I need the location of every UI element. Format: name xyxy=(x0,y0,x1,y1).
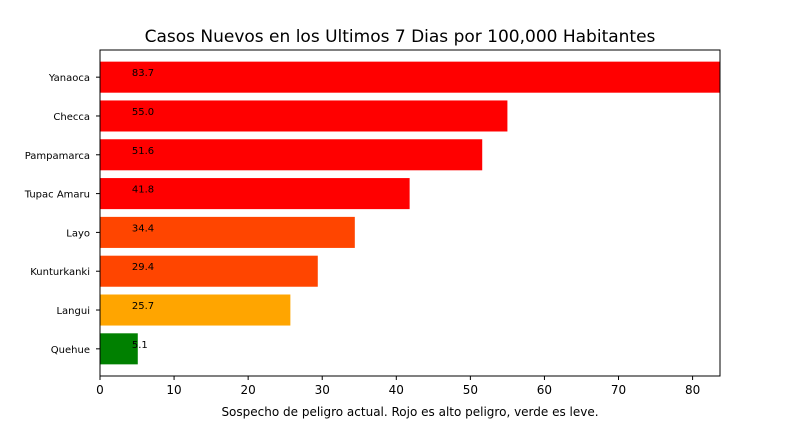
value-label: 5.1 xyxy=(132,340,148,351)
value-label: 55.0 xyxy=(132,107,154,118)
plot-frame xyxy=(99,49,721,377)
bar-quehue xyxy=(100,333,138,365)
value-label: 41.8 xyxy=(132,185,154,196)
value-label: 34.4 xyxy=(132,223,154,234)
y-tick-label: Tupac Amaru xyxy=(24,190,90,201)
x-axis-label: Sospecho de peligro actual. Rojo es alto… xyxy=(221,405,598,419)
x-tick-label: 20 xyxy=(241,383,256,397)
y-tick-label: Kunturkanki xyxy=(30,267,90,278)
y-axis: Yanaoca Checca Pampamarca Tupac Amaru Layo Ku… xyxy=(24,73,100,356)
value-label: 25.7 xyxy=(132,301,154,312)
bar-langui xyxy=(100,294,291,326)
value-labels-group: 83.7 55.0 51.6 41.8 34.4 29.4 25.7 5.1 xyxy=(132,68,154,351)
x-tick-label: 10 xyxy=(166,383,181,397)
y-tick-label: Layo xyxy=(66,228,90,239)
bar-kunturkanki xyxy=(100,255,318,287)
bars-group xyxy=(100,61,720,365)
x-tick-label: 80 xyxy=(685,383,700,397)
value-label: 83.7 xyxy=(132,68,154,79)
x-tick-label: 0 xyxy=(96,383,104,397)
bar-yanaoca xyxy=(100,61,720,93)
value-label: 29.4 xyxy=(132,262,154,273)
x-tick-label: 60 xyxy=(537,383,552,397)
chart-title: Casos Nuevos en los Ultimos 7 Dias por 1… xyxy=(145,27,656,47)
value-label: 51.6 xyxy=(132,146,154,157)
bar-pampamarca xyxy=(100,139,483,171)
y-tick-label: Yanaoca xyxy=(48,73,90,84)
y-tick-label: Quehue xyxy=(51,345,90,356)
x-axis: 0 10 20 30 40 50 60 70 80 xyxy=(96,376,700,397)
y-tick-label: Checca xyxy=(53,112,90,123)
y-tick-label: Langui xyxy=(56,306,90,317)
x-tick-label: 50 xyxy=(463,383,478,397)
x-tick-label: 40 xyxy=(389,383,404,397)
bar-layo xyxy=(100,216,355,248)
bar-checca xyxy=(100,100,508,132)
y-tick-label: Pampamarca xyxy=(25,151,90,162)
x-tick-label: 70 xyxy=(611,383,626,397)
bar-tupac-amaru xyxy=(100,178,410,210)
x-tick-label: 30 xyxy=(315,383,330,397)
